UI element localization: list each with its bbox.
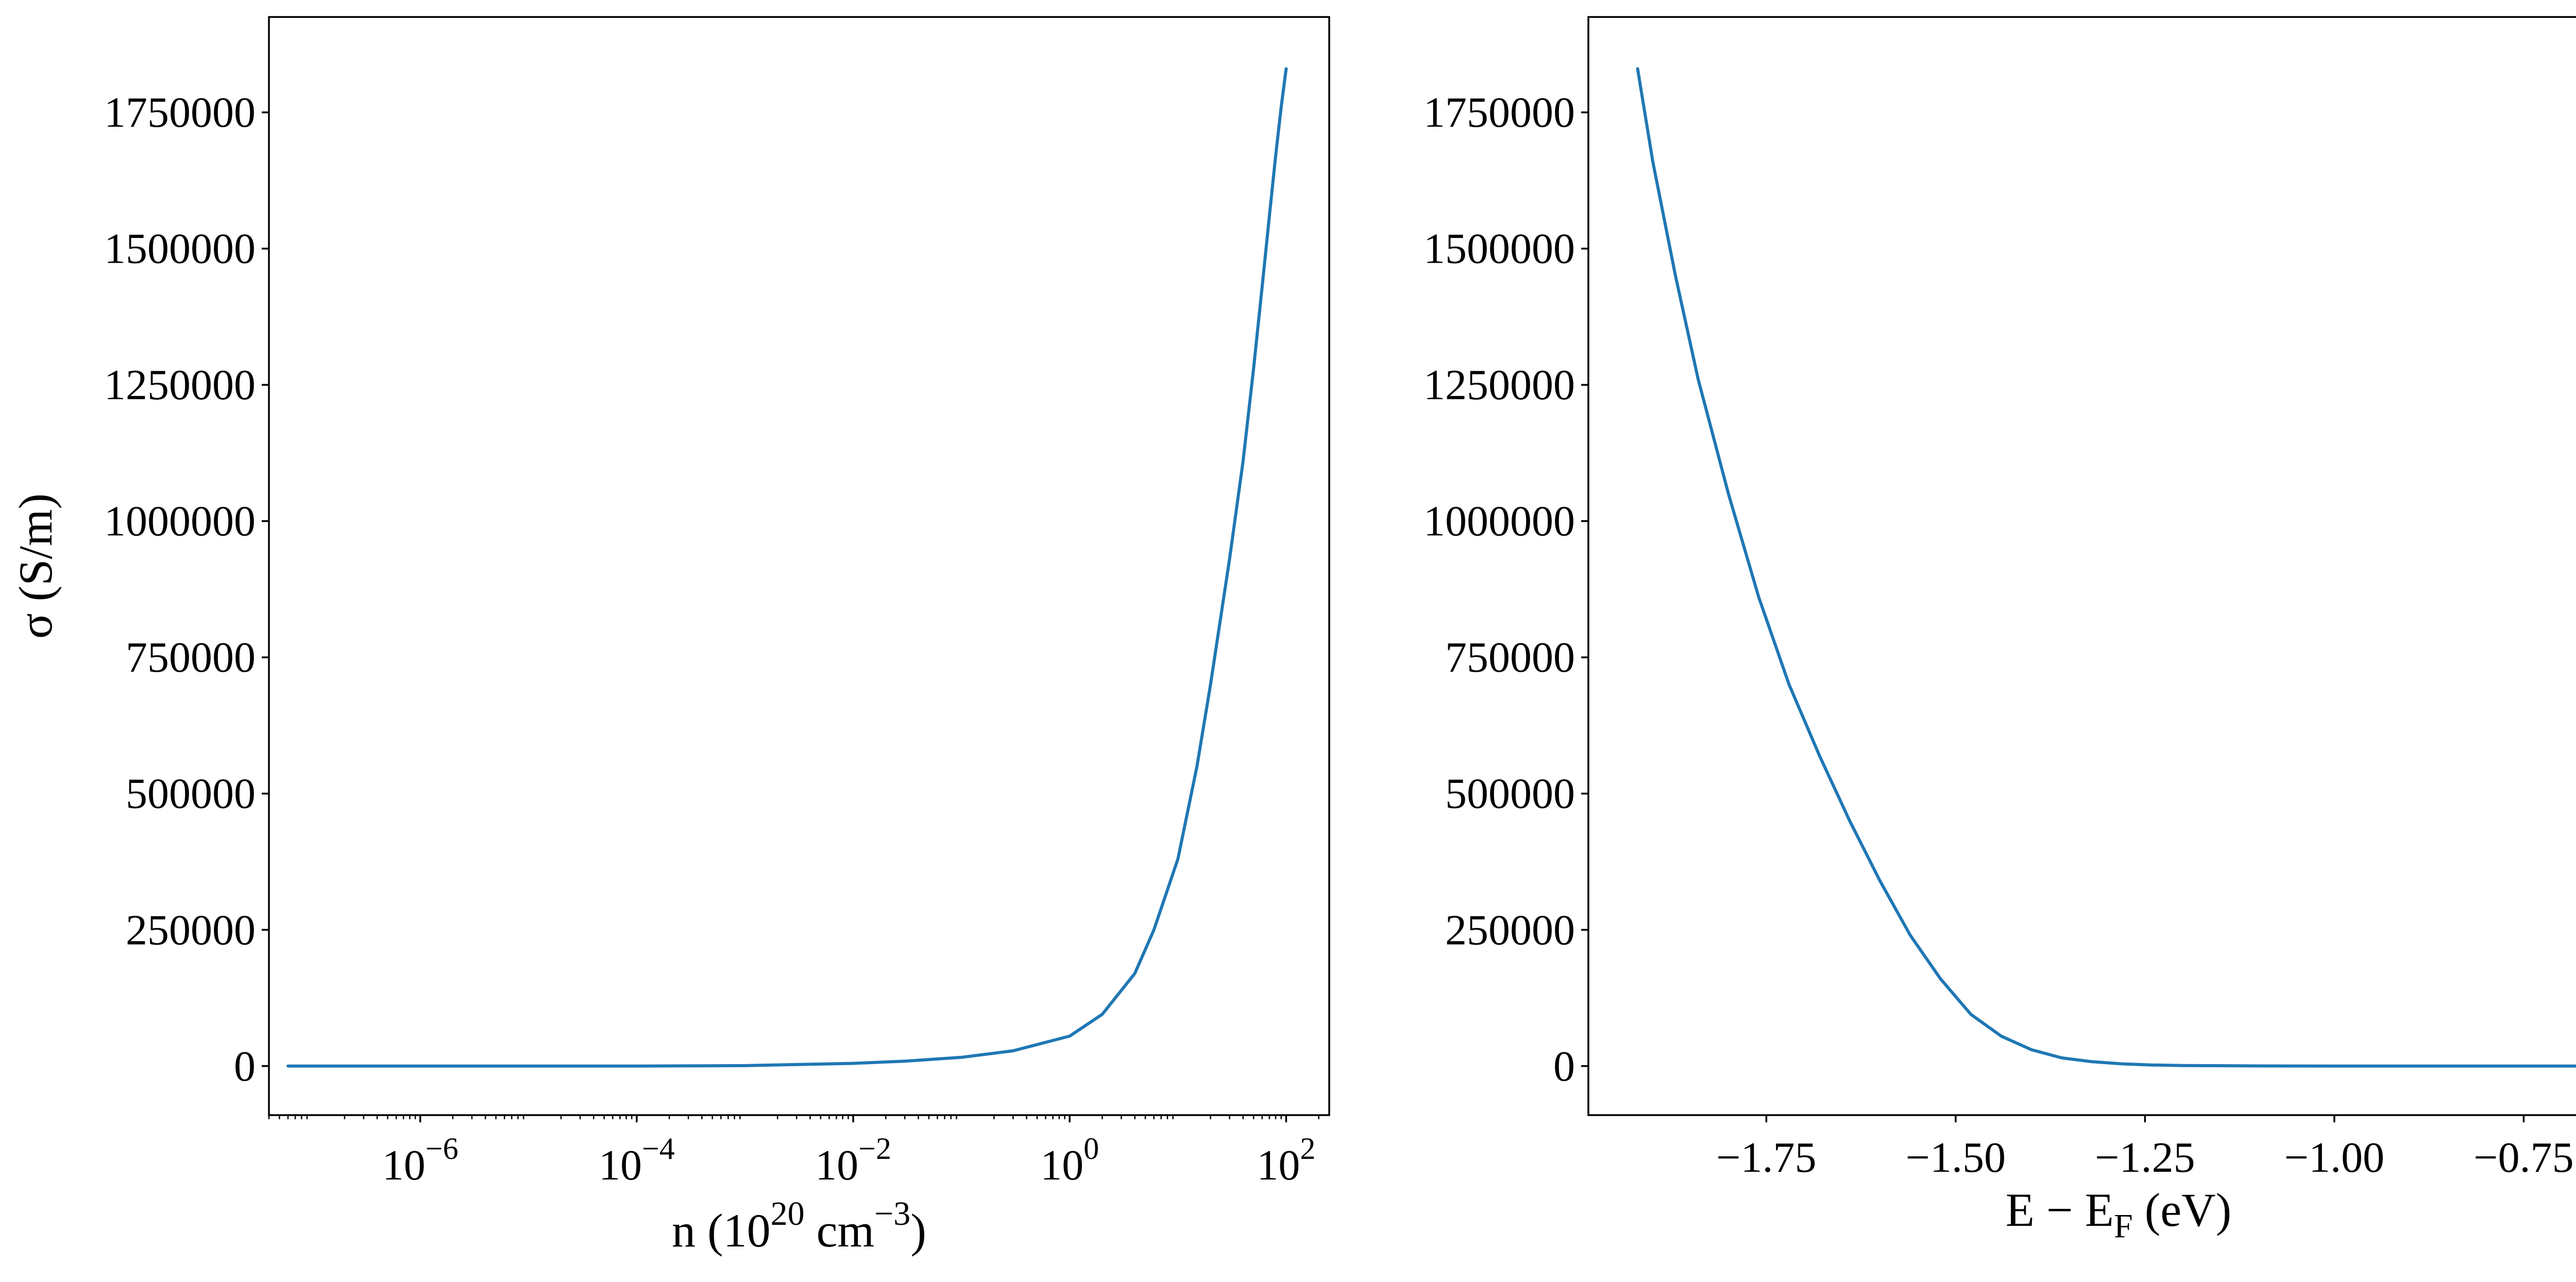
- y-tick-label: 1000000: [104, 498, 256, 545]
- y-axis-label: σ (S/m): [9, 493, 62, 639]
- plot-frame: [268, 16, 1330, 1116]
- y-tick-label: 750000: [1445, 634, 1575, 681]
- y-tick-label: 500000: [1445, 770, 1575, 818]
- x-tick-label: −1.00: [2284, 1134, 2384, 1182]
- x-tick-label: 102: [1257, 1132, 1315, 1189]
- right-plot: 0 250000 500000 750000 1000000 1250000 1500000…: [1423, 16, 2576, 1245]
- y-tick-label: 0: [1553, 1042, 1575, 1090]
- x-tick-label: 10−2: [815, 1132, 891, 1189]
- y-tick-label: 1500000: [104, 225, 256, 273]
- y-tick-label: 1750000: [104, 89, 256, 136]
- y-tick-label: 750000: [126, 634, 256, 681]
- y-tick-label: 500000: [126, 770, 256, 818]
- y-tick-label: 1250000: [1423, 361, 1575, 409]
- series-line-1: [286, 67, 1288, 1068]
- left-plot: 0 250000 500000 750000 1000000 1250000 1500000…: [9, 16, 1330, 1257]
- y-tick-label: 0: [234, 1042, 256, 1090]
- x-tick-label: 10−4: [599, 1132, 675, 1189]
- y-tick-label: 250000: [126, 906, 256, 954]
- x-tick-label: −1.25: [2095, 1134, 2195, 1182]
- x-tick-label: −0.75: [2473, 1134, 2573, 1182]
- x-axis-label: E − EF (eV): [2006, 1184, 2232, 1245]
- y-tick-label: 1250000: [104, 361, 256, 409]
- plot-frame: [1587, 16, 2576, 1116]
- y-tick-label: 1750000: [1423, 89, 1575, 136]
- x-tick-label: 100: [1040, 1132, 1099, 1189]
- x-tick-label: 10−6: [382, 1132, 459, 1189]
- x-axis-label: n (1020 cm−3): [672, 1195, 926, 1257]
- series-line-1: [1636, 67, 2576, 1068]
- y-tick-label: 250000: [1445, 906, 1575, 954]
- y-tick-label: 1500000: [1423, 225, 1575, 273]
- x-tick-label: −1.50: [1906, 1134, 2006, 1182]
- y-tick-label: 1000000: [1423, 498, 1575, 545]
- x-tick-label: −1.75: [1716, 1134, 1816, 1182]
